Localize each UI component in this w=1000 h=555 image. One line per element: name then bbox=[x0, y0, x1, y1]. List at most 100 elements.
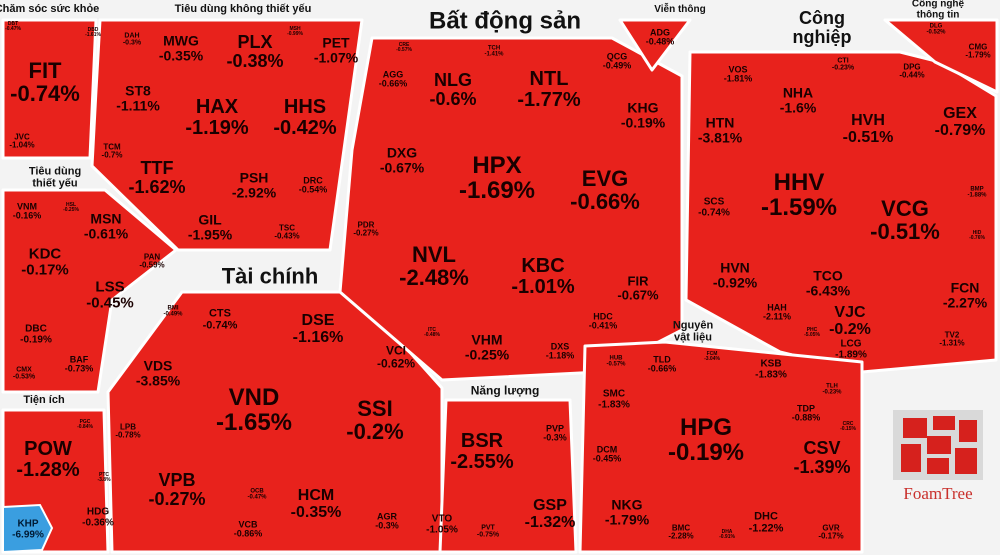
stock-cell[interactable]: VOS -1.81% bbox=[724, 65, 753, 85]
stock-cell[interactable]: OCB -0.47% bbox=[247, 489, 266, 502]
stock-cell[interactable]: GSP -1.32% bbox=[525, 497, 576, 532]
stock-cell[interactable]: CTI -0.23% bbox=[832, 58, 854, 73]
stock-cell[interactable]: DBC -0.19% bbox=[20, 324, 52, 346]
stock-cell[interactable]: HAH -2.11% bbox=[763, 303, 791, 323]
stock-cell[interactable]: VCB -0.86% bbox=[234, 520, 263, 540]
stock-cell[interactable]: PDR -0.27% bbox=[353, 221, 378, 239]
stock-cell[interactable]: GEX -0.79% bbox=[935, 105, 986, 140]
stock-cell[interactable]: DCM -0.45% bbox=[593, 445, 622, 465]
sector-region[interactable] bbox=[578, 340, 864, 554]
stock-cell[interactable]: BMC -2.28% bbox=[668, 524, 693, 542]
stock-cell[interactable]: PAN -0.59% bbox=[139, 253, 164, 271]
stock-cell[interactable]: HSL -0.25% bbox=[63, 202, 79, 214]
stock-cell[interactable]: VCG -0.51% bbox=[870, 197, 940, 243]
stock-cell[interactable]: HDG -0.36% bbox=[82, 507, 114, 529]
stock-cell[interactable]: LCG -1.89% bbox=[835, 339, 867, 361]
stock-cell[interactable]: PLX -0.38% bbox=[226, 33, 283, 71]
stock-cell-up[interactable] bbox=[1, 503, 54, 554]
stock-cell[interactable]: TTF -1.62% bbox=[128, 159, 185, 197]
stock-cell[interactable]: VNM -0.16% bbox=[13, 202, 42, 222]
stock-cell[interactable]: TV2 -1.31% bbox=[939, 331, 964, 349]
stock-cell[interactable]: VTO -1.05% bbox=[426, 514, 458, 536]
stock-cell[interactable]: CRC -0.15% bbox=[840, 421, 856, 433]
stock-cell[interactable]: EVG -0.66% bbox=[570, 167, 640, 213]
stock-cell[interactable]: BMI -0.49% bbox=[163, 306, 182, 319]
stock-cell[interactable]: HHV -1.59% bbox=[761, 170, 837, 221]
stock-cell[interactable]: HPG -0.19% bbox=[668, 415, 744, 466]
stock-cell[interactable]: AGG -0.66% bbox=[379, 70, 408, 90]
stock-cell[interactable]: TLD -0.66% bbox=[648, 355, 677, 375]
stock-cell[interactable]: CRE -0.57% bbox=[396, 42, 412, 54]
stock-cell[interactable]: PET -1.07% bbox=[314, 35, 358, 64]
stock-cell[interactable]: NVL -2.48% bbox=[399, 243, 469, 289]
stock-cell[interactable]: VJC -0.2% bbox=[829, 304, 871, 339]
stock-cell[interactable]: DBD -1.61% bbox=[85, 27, 101, 39]
stock-cell[interactable]: HUB -0.57% bbox=[606, 356, 625, 369]
stock-cell[interactable]: DPG -0.44% bbox=[899, 63, 924, 81]
stock-cell[interactable]: BSR -2.55% bbox=[450, 431, 513, 473]
stock-cell[interactable]: AGR -0.3% bbox=[375, 512, 399, 532]
stock-cell[interactable]: JVC -1.04% bbox=[9, 133, 34, 151]
stock-cell[interactable]: HVH -0.51% bbox=[843, 112, 894, 147]
stock-cell[interactable]: VCI -0.62% bbox=[377, 344, 415, 369]
stock-cell[interactable]: CSV -1.39% bbox=[793, 439, 850, 477]
sector-region[interactable] bbox=[618, 18, 692, 72]
stock-cell[interactable]: CMG -1.79% bbox=[965, 43, 990, 61]
stock-cell[interactable]: KBC -1.01% bbox=[511, 256, 574, 298]
stock-cell[interactable]: HPX -1.69% bbox=[459, 153, 535, 204]
stock-cell[interactable]: DRC -0.54% bbox=[299, 176, 328, 196]
stock-cell[interactable]: TLH -0.23% bbox=[822, 384, 841, 397]
stock-cell[interactable]: KHG -0.19% bbox=[621, 100, 665, 129]
stock-cell[interactable]: HCM -0.35% bbox=[291, 487, 342, 522]
sector-region[interactable] bbox=[883, 18, 999, 94]
stock-cell[interactable]: CMX -0.53% bbox=[13, 367, 35, 382]
stock-cell[interactable]: HID -0.76% bbox=[969, 230, 985, 242]
stock-cell[interactable]: PSH -2.92% bbox=[232, 170, 276, 199]
stock-cell[interactable]: MSH -0.99% bbox=[287, 26, 303, 38]
stock-cell[interactable]: TCM -0.7% bbox=[102, 143, 123, 161]
stock-cell[interactable]: KSB -1.83% bbox=[755, 359, 787, 381]
sector-region[interactable] bbox=[1, 188, 178, 394]
sector-region[interactable] bbox=[90, 18, 364, 252]
stock-cell[interactable]: FIT -0.74% bbox=[10, 59, 80, 105]
stock-cell[interactable]: QCG -0.49% bbox=[603, 52, 632, 72]
stock-cell[interactable]: HDC -0.41% bbox=[589, 312, 618, 332]
stock-cell[interactable]: TDP -0.88% bbox=[792, 404, 821, 424]
stock-cell[interactable]: HTN -3.81% bbox=[698, 115, 742, 144]
stock-cell[interactable]: DBT -0.47% bbox=[5, 21, 21, 33]
stock-cell[interactable]: DSE -1.16% bbox=[293, 312, 344, 347]
stock-cell[interactable]: HHS -0.42% bbox=[273, 97, 336, 139]
stock-cell[interactable]: SCS -0.74% bbox=[698, 197, 730, 219]
stock-cell[interactable]: NTL -1.77% bbox=[517, 69, 580, 111]
stock-cell[interactable]: LPB -0.78% bbox=[115, 423, 140, 441]
stock-cell[interactable]: DXG -0.67% bbox=[380, 145, 424, 174]
stock-cell[interactable]: BMP -1.88% bbox=[967, 187, 986, 200]
stock-cell[interactable]: VND -1.65% bbox=[216, 385, 292, 436]
stock-cell[interactable]: POW -1.28% bbox=[16, 439, 79, 481]
stock-cell[interactable]: TCH -1.41% bbox=[484, 46, 503, 59]
stock-cell[interactable]: DAH -0.3% bbox=[123, 33, 141, 48]
stock-cell[interactable]: NHA -1.6% bbox=[780, 85, 817, 114]
sector-region[interactable] bbox=[1, 18, 98, 160]
stock-cell[interactable]: VHM -0.25% bbox=[465, 332, 509, 361]
stock-cell[interactable]: SMC -1.83% bbox=[598, 389, 630, 411]
stock-cell[interactable]: SSI -0.2% bbox=[346, 397, 403, 443]
stock-cell[interactable]: VDS -3.85% bbox=[136, 358, 180, 387]
stock-cell[interactable]: CTS -0.74% bbox=[203, 308, 238, 331]
stock-cell[interactable]: MWG -0.35% bbox=[159, 33, 203, 62]
stock-cell[interactable]: PVT -0.75% bbox=[477, 525, 499, 540]
stock-cell[interactable]: TCO -6.43% bbox=[806, 268, 850, 297]
stock-cell[interactable]: KDC -0.17% bbox=[21, 246, 69, 278]
stock-cell[interactable]: ADG -0.48% bbox=[646, 28, 675, 48]
sector-region[interactable] bbox=[438, 398, 578, 554]
stock-cell[interactable]: VPB -0.27% bbox=[148, 471, 205, 509]
stock-cell[interactable]: KHP -6.99% bbox=[12, 519, 44, 541]
stock-cell[interactable]: GVR -0.17% bbox=[818, 524, 843, 542]
stock-cell[interactable]: TSC -0.43% bbox=[274, 224, 299, 242]
stock-cell[interactable]: HAX -1.19% bbox=[185, 97, 248, 139]
stock-cell[interactable]: DHA -0.91% bbox=[719, 529, 735, 541]
sector-region[interactable] bbox=[684, 50, 998, 374]
stock-cell[interactable]: DHC -1.22% bbox=[749, 511, 784, 534]
stock-cell[interactable]: GIL -1.95% bbox=[188, 212, 232, 241]
stock-cell[interactable]: MSN -0.61% bbox=[84, 211, 128, 240]
